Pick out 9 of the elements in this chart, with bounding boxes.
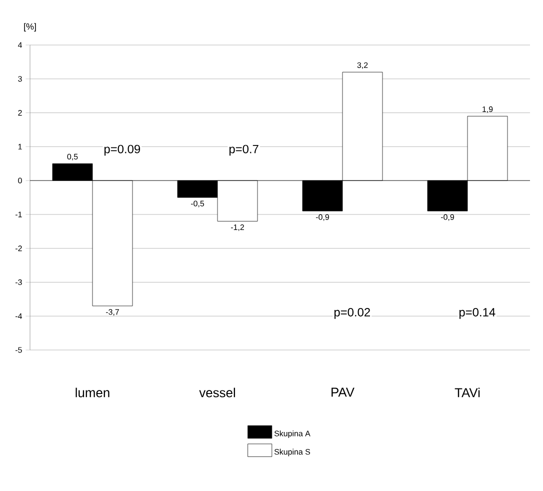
x-tick-label: lumen [76, 388, 110, 398]
annotation: p=0.02 [334, 308, 370, 319]
annotation: p=0.14 [459, 308, 496, 319]
x-tick-label: vessel [199, 388, 235, 398]
annotation: p=0.09 [104, 144, 140, 156]
annotation: p=0.7 [229, 144, 258, 156]
x-tick-label: PAV [332, 388, 354, 397]
y-axis-title: [%] [24, 23, 36, 32]
x-tick-label: TAVi [454, 388, 480, 398]
